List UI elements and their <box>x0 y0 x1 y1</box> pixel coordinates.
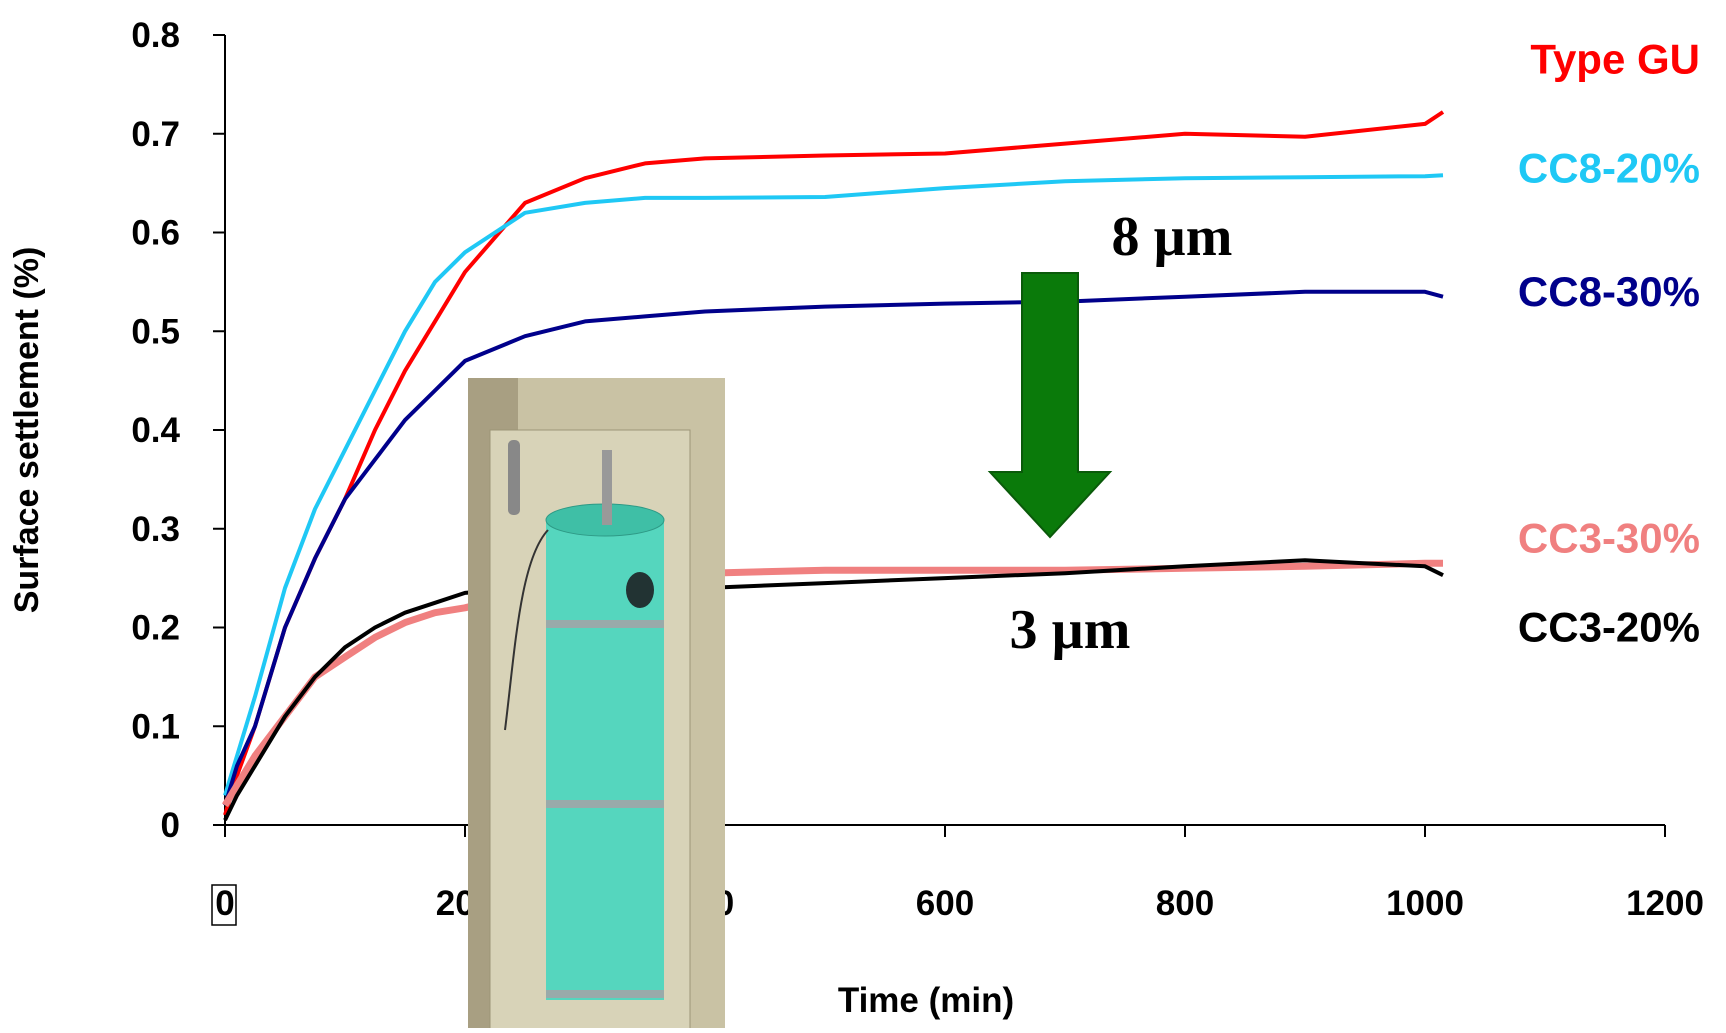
series-label: CC3-20% <box>1518 604 1700 651</box>
series-label: CC3-30% <box>1518 515 1700 562</box>
y-tick-label: 0.7 <box>131 115 180 154</box>
annotation: 8 µm <box>1112 206 1233 268</box>
down-arrow <box>987 272 1113 539</box>
x-tick-label: 600 <box>916 884 974 923</box>
x-tick-label: 1200 <box>1626 884 1704 923</box>
x-tick-label: 1000 <box>1386 884 1464 923</box>
series-line <box>223 558 1444 821</box>
y-tick-label: 0.8 <box>131 16 180 55</box>
x-axis-title: Time (min) <box>838 981 1014 1020</box>
photo-rod <box>602 450 612 525</box>
y-axis-title: Surface settlement (%) <box>8 247 46 614</box>
photo-hole <box>626 572 654 608</box>
tick-focus-box <box>211 884 237 926</box>
series-label: CC8-20% <box>1518 144 1700 191</box>
arrow <box>987 272 1113 539</box>
series-label: Type GU <box>1530 36 1700 83</box>
photo-inset <box>468 378 725 1031</box>
photo-ring <box>546 990 664 998</box>
series-line <box>223 110 1445 816</box>
x-tick-label: 800 <box>1156 884 1214 923</box>
lines <box>222 110 1445 821</box>
annotation: 3 µm <box>1010 599 1131 661</box>
photo-cable <box>504 529 549 731</box>
y-tick-label: 0.6 <box>131 214 180 253</box>
y-tick-label: 0.1 <box>131 707 180 746</box>
y-tick-label: 0.2 <box>131 609 180 648</box>
y-tick-label: 0.4 <box>131 411 180 450</box>
series-line <box>223 289 1444 806</box>
series-label: CC8-30% <box>1518 268 1700 315</box>
photo-ring <box>546 620 664 628</box>
series-line <box>223 173 1444 796</box>
y-tick-label: 0 <box>161 806 180 845</box>
y-tick-label: 0.3 <box>131 510 180 549</box>
y-tick-label: 0.5 <box>131 312 180 351</box>
photo-handle <box>508 440 520 515</box>
photo-ring <box>546 800 664 808</box>
series-line <box>222 559 1443 808</box>
x-tick-label: 0 <box>215 884 234 923</box>
